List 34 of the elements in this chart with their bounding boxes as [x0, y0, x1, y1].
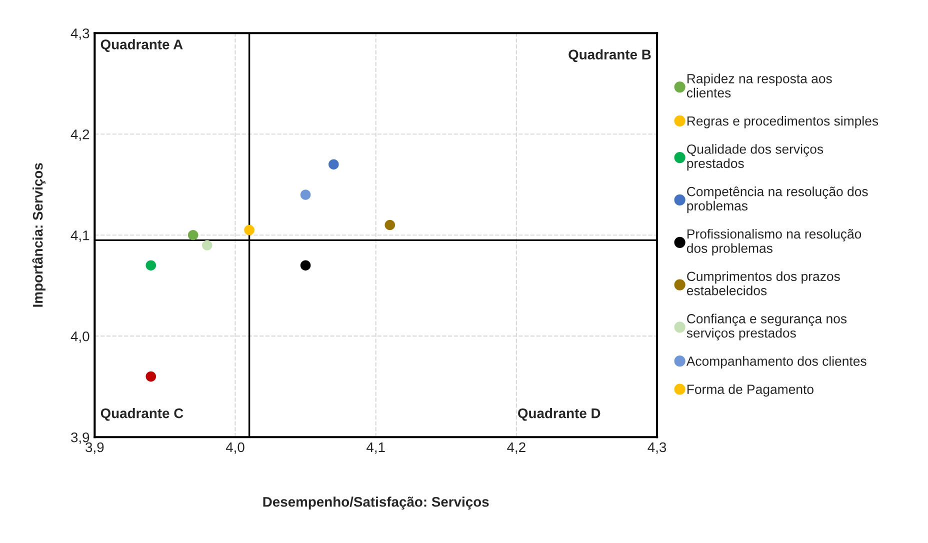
point — [188, 230, 198, 240]
x-tick-label: 4,3 — [648, 442, 666, 454]
y-tick-label: 4,2 — [70, 129, 90, 141]
legend-label: Qualidade dos serviços prestados — [687, 144, 824, 171]
annotation: Quadrante A — [100, 39, 183, 52]
legend-label: Acompanhamento dos clientes — [686, 356, 866, 368]
x-tick-label: 4,1 — [366, 442, 385, 454]
point — [384, 220, 396, 230]
point — [146, 260, 156, 271]
legend-label: Regras e procedimentos simples — [687, 116, 878, 128]
legend-label: Forma de Pagamento — [687, 384, 814, 397]
legend-label: Confiança e segurança nos serviços prestados — [686, 314, 847, 340]
y-tick-label: 4,1 — [70, 230, 90, 242]
legend-label: Rapidez na resposta aos clientes — [686, 74, 832, 98]
point — [300, 260, 311, 271]
point — [300, 190, 311, 200]
y-tick-label: 4,0 — [70, 331, 90, 343]
y-tick-label: 4,3 — [70, 28, 90, 40]
legend-label: Profissionalismo na resolução dos problemas — [686, 228, 862, 256]
y-tick-label: 3,9 — [71, 432, 90, 444]
point — [202, 240, 212, 250]
legend-label: Competência na resolução dos problemas — [687, 186, 868, 214]
y-axis-title: Importância: Serviços — [32, 163, 46, 307]
point — [328, 159, 339, 170]
legend-label: Cumprimentos dos prazos estabelecidos — [686, 271, 840, 296]
annotation: Quadrante B — [568, 49, 651, 62]
x-tick-label: 4,2 — [507, 442, 526, 454]
point — [146, 371, 156, 382]
annotation: Quadrante C — [100, 408, 184, 421]
x-tick-label: 3,9 — [86, 442, 104, 454]
point — [244, 224, 254, 236]
x-axis-title: Desempenho/Satisfação: Serviços — [263, 496, 489, 510]
annotation: Quadrante D — [518, 408, 600, 421]
x-tick-label: 4,0 — [226, 442, 244, 454]
